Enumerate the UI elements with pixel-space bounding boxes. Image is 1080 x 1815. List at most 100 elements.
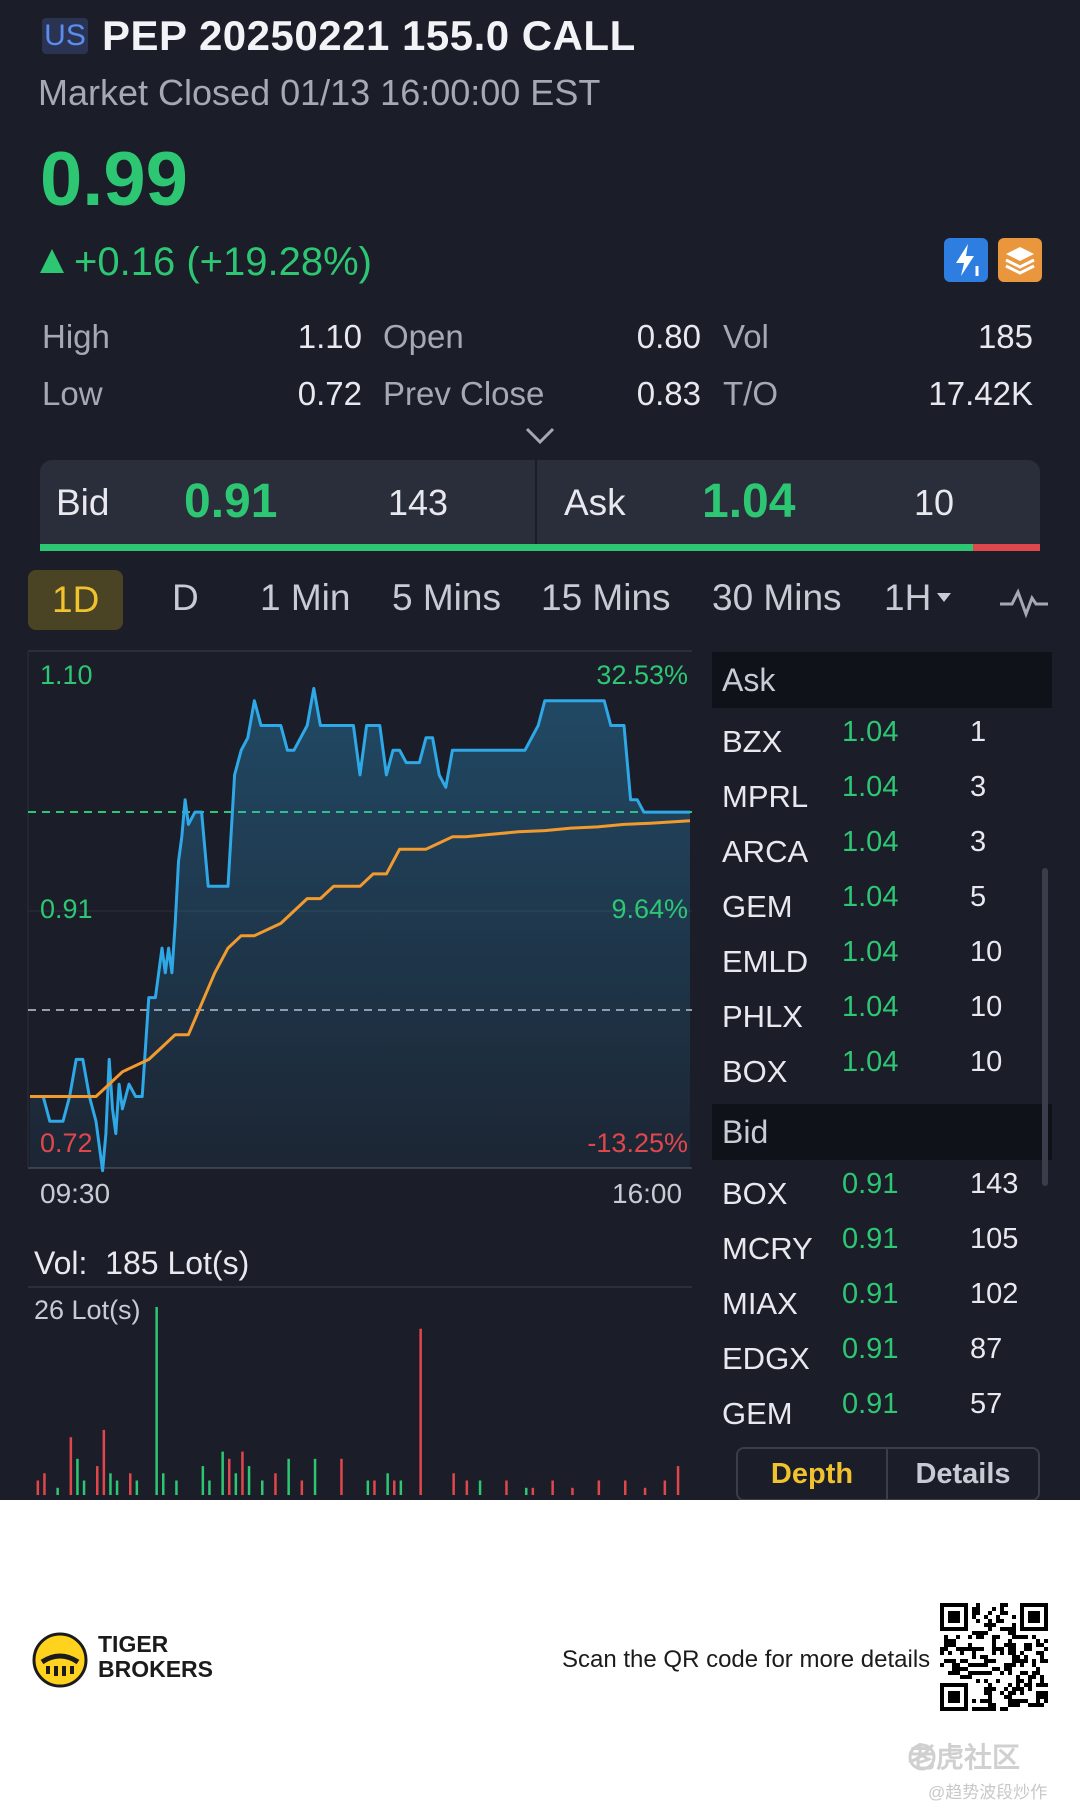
ask-row-price: 1.04 xyxy=(842,881,899,913)
ask-row-price: 1.04 xyxy=(842,771,899,803)
volume-bar xyxy=(76,1458,79,1495)
volume-bar xyxy=(109,1473,112,1495)
volume-bar xyxy=(56,1487,59,1495)
bid-row[interactable]: EDGX 0.91 87 xyxy=(712,1331,1052,1385)
ask-row-price: 1.04 xyxy=(842,1046,899,1078)
volume-label: Vol: xyxy=(34,1245,88,1281)
indicator-icon[interactable] xyxy=(998,584,1050,625)
volume-bar xyxy=(234,1473,238,1495)
intraday-chart[interactable]: 1.10 0.91 0.72 32.53% 9.64% -13.25% xyxy=(0,650,700,1180)
ask-row[interactable]: ARCA 1.04 3 xyxy=(712,824,1052,878)
brand-line-1: TIGER xyxy=(98,1631,169,1657)
price-line xyxy=(30,686,690,1173)
quote-screen: US PEP 20250221 155.0 CALL Market Closed… xyxy=(0,0,1080,1500)
volume-bar xyxy=(129,1473,132,1495)
ask-exchange: PHLX xyxy=(722,999,803,1034)
tab-30-mins[interactable]: 30 Mins xyxy=(712,577,842,618)
ask-row[interactable]: PHLX 1.04 10 xyxy=(712,989,1052,1043)
layers-icon[interactable] xyxy=(998,238,1042,282)
ask-row[interactable]: BOX 1.04 10 xyxy=(712,1044,1052,1098)
tab-5-mins[interactable]: 5 Mins xyxy=(392,577,501,618)
volume-chart: 26 Lot(s) xyxy=(28,1286,692,1495)
volume-bar xyxy=(36,1480,40,1495)
bid-row-qty: 57 xyxy=(970,1388,1003,1420)
ask-volume-bar xyxy=(973,544,1040,551)
bid-row[interactable]: MCRY 0.91 105 xyxy=(712,1221,1052,1275)
bid-row-price: 0.91 xyxy=(842,1333,899,1365)
tab-1h-label: 1H xyxy=(884,577,932,618)
instrument-title: PEP 20250221 155.0 CALL xyxy=(102,12,636,59)
stat-open-value: 0.80 xyxy=(636,318,701,355)
ask-row[interactable]: MPRL 1.04 3 xyxy=(712,769,1052,823)
volume-bar xyxy=(399,1480,403,1495)
ask-row-price: 1.04 xyxy=(842,991,899,1023)
ask-row-qty: 10 xyxy=(970,936,1003,968)
watermark-paw-icon xyxy=(906,1742,938,1777)
y-label-high: 1.10 xyxy=(40,660,93,690)
bid-ask-bar: Bid 0.91 143 Ask 1.04 10 xyxy=(40,460,1040,544)
volume-bar xyxy=(135,1480,139,1495)
volume-bar xyxy=(624,1480,627,1495)
bid-exchange: GEM xyxy=(722,1396,793,1431)
stat-high-value: 1.10 xyxy=(297,318,362,355)
price-change: +0.16 (+19.28%) xyxy=(40,240,372,285)
ask-exchange: GEM xyxy=(722,889,793,924)
volume-bar xyxy=(531,1487,535,1495)
depth-details-toggle: Depth Details xyxy=(736,1447,1040,1500)
stat-to-label: T/O xyxy=(723,375,778,412)
volume-bar xyxy=(155,1307,158,1495)
details-tab[interactable]: Details xyxy=(888,1449,1038,1499)
volume-bar xyxy=(525,1487,528,1495)
flash-order-icon[interactable] xyxy=(944,238,988,282)
bid-row[interactable]: MIAX 0.91 102 xyxy=(712,1276,1052,1330)
volume-bar xyxy=(505,1480,508,1495)
ask-row[interactable]: BZX 1.04 1 xyxy=(712,714,1052,768)
brand-name: TIGER BROKERS xyxy=(98,1632,213,1682)
ask-section-title: Ask xyxy=(722,662,776,698)
volume-bar xyxy=(69,1437,73,1495)
bid-row-qty: 102 xyxy=(970,1278,1019,1310)
order-book-scrollbar[interactable] xyxy=(1042,868,1048,1186)
y-label-high-pct: 32.53% xyxy=(596,660,688,690)
price-change-value: +0.16 (+19.28%) xyxy=(74,240,372,284)
volume-bar xyxy=(221,1451,224,1495)
tab-d[interactable]: D xyxy=(172,577,199,618)
ask-row-qty: 3 xyxy=(970,771,987,803)
tab-1h[interactable]: 1H xyxy=(884,577,952,618)
depth-tab[interactable]: Depth xyxy=(738,1449,888,1499)
tab-15-mins[interactable]: 15 Mins xyxy=(541,577,671,618)
ask-exchange: MPRL xyxy=(722,779,809,814)
ask-row-price: 1.04 xyxy=(842,936,899,968)
ask-section-header: Ask xyxy=(712,652,1052,708)
last-price: 0.99 xyxy=(40,137,188,222)
bid-row[interactable]: GEM 0.91 57 xyxy=(712,1386,1052,1440)
ask-exchange: BOX xyxy=(722,1054,788,1089)
volume-bar xyxy=(96,1466,99,1495)
volume-bar xyxy=(313,1458,317,1495)
stat-low-label: Low xyxy=(42,375,103,412)
bid-row[interactable]: BOX 0.91 143 xyxy=(712,1166,1052,1220)
tab-1-min[interactable]: 1 Min xyxy=(260,577,351,618)
ask-exchange: EMLD xyxy=(722,944,809,979)
stat-high-label: High xyxy=(42,318,110,355)
scan-qr-text: Scan the QR code for more details xyxy=(562,1646,931,1673)
tab-1d[interactable]: 1D xyxy=(28,570,124,630)
ask-size: 10 xyxy=(914,482,955,523)
ask-row[interactable]: GEM 1.04 5 xyxy=(712,879,1052,933)
ask-exchange: BZX xyxy=(722,724,783,759)
volume-bar xyxy=(102,1429,106,1495)
bid-ask-divider xyxy=(535,460,537,544)
bid-row-price: 0.91 xyxy=(842,1168,899,1200)
ask-row[interactable]: EMLD 1.04 10 xyxy=(712,934,1052,988)
up-arrow-icon xyxy=(40,249,64,273)
price-area xyxy=(30,688,690,1171)
volume-bar xyxy=(393,1480,396,1495)
bid-section-title: Bid xyxy=(722,1114,769,1150)
expand-chevron-icon[interactable] xyxy=(522,424,558,448)
volume-bar xyxy=(247,1466,251,1495)
bid-volume-bar xyxy=(40,544,973,551)
volume-bar xyxy=(419,1328,422,1495)
ask-row-qty: 3 xyxy=(970,826,987,858)
bid-exchange: MIAX xyxy=(722,1286,798,1321)
stat-prev-close-label: Prev Close xyxy=(383,375,545,412)
